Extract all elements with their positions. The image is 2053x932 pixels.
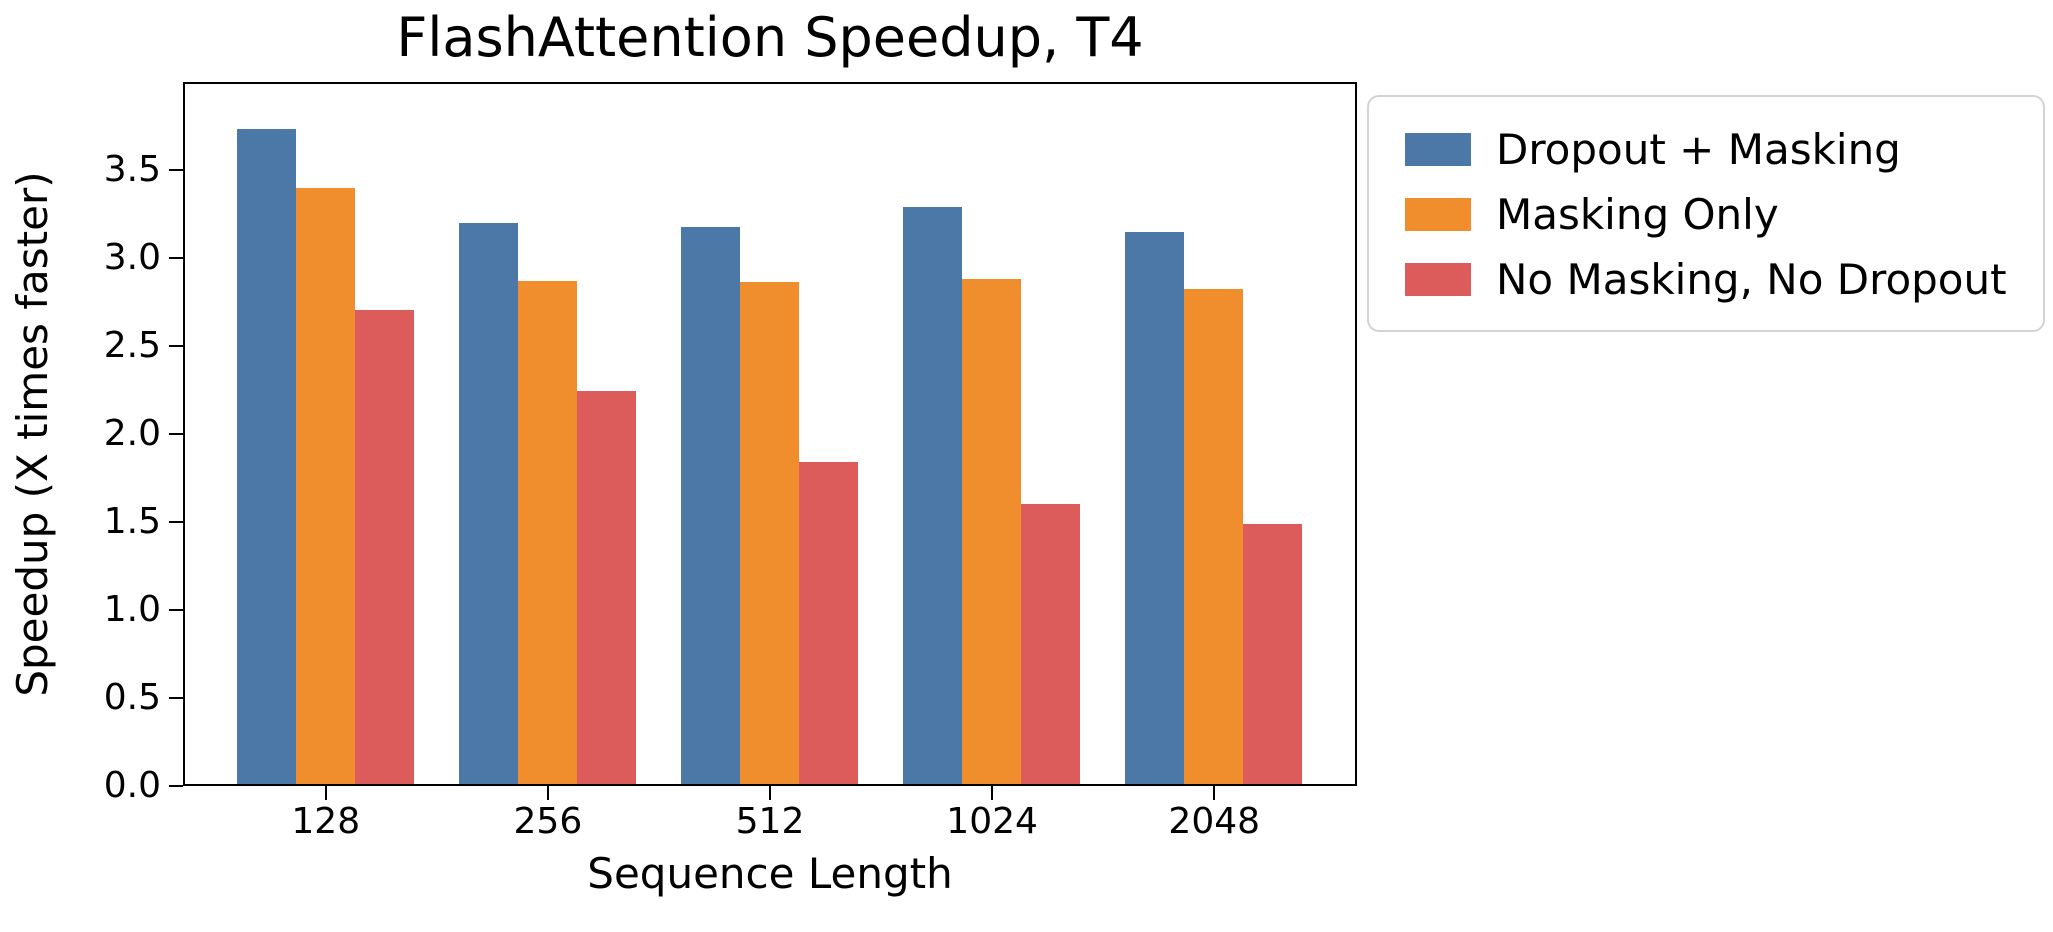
bar-dropout-masking-256	[458, 223, 518, 784]
y-tick-mark	[169, 256, 183, 260]
bar-no-masking-no-dropout-512	[799, 462, 858, 784]
legend-swatch-icon	[1405, 133, 1471, 166]
x-tick-mark	[1212, 786, 1216, 800]
legend-label: No Masking, No Dropout	[1496, 254, 2007, 304]
chart-title: FlashAttention Speedup, T4	[396, 6, 1144, 69]
legend-label: Dropout + Masking	[1496, 124, 1901, 174]
bar-no-masking-no-dropout-1024	[1021, 504, 1081, 784]
bar-masking-only-2048	[1184, 289, 1244, 784]
x-tick-mark	[324, 786, 327, 800]
x-tick-mark	[768, 786, 772, 800]
y-tick-label: 0.5	[103, 677, 161, 718]
x-tick-mark	[990, 786, 994, 800]
bar-no-masking-no-dropout-256	[576, 390, 636, 784]
y-tick-mark	[169, 520, 183, 524]
y-tick-label: 2.0	[103, 413, 161, 454]
bar-masking-only-512	[740, 282, 799, 784]
y-tick-mark	[169, 344, 183, 348]
legend-swatch-icon	[1405, 198, 1471, 231]
y-tick-mark	[169, 608, 183, 612]
legend-swatch-icon	[1405, 263, 1471, 296]
bar-no-masking-no-dropout-2048	[1243, 523, 1303, 784]
bar-dropout-masking-1024	[903, 207, 963, 784]
bar-dropout-masking-2048	[1125, 231, 1185, 784]
legend: Dropout + Masking Masking Only No Masking,…	[1367, 95, 2045, 332]
y-tick-label: 3.5	[103, 149, 161, 190]
legend-label: Masking Only	[1496, 189, 1779, 239]
y-tick-label: 0.0	[103, 765, 161, 806]
x-tick-label: 256	[513, 801, 583, 842]
y-tick-label: 2.5	[103, 325, 161, 366]
x-tick-label: 512	[735, 801, 805, 842]
x-tick-label: 1024	[946, 801, 1038, 842]
x-tick-label: 2048	[1168, 801, 1261, 842]
bar-masking-only-128	[295, 188, 355, 784]
legend-item-0: Dropout + Masking	[1405, 117, 2007, 182]
y-tick-mark	[169, 696, 183, 700]
x-axis-label: Sequence Length	[587, 849, 953, 898]
legend-item-1: Masking Only	[1405, 182, 2007, 247]
bar-masking-only-1024	[962, 278, 1022, 784]
y-tick-label: 3.0	[103, 237, 161, 278]
bar-masking-only-256	[517, 280, 577, 784]
y-tick-mark	[169, 784, 183, 788]
x-tick-label: 128	[291, 801, 361, 842]
x-tick-mark	[546, 786, 550, 800]
y-tick-mark	[169, 432, 183, 436]
plot-area	[183, 82, 1357, 786]
bar-dropout-masking-512	[681, 226, 740, 784]
bar-no-masking-no-dropout-128	[354, 310, 414, 784]
y-tick-label: 1.0	[103, 589, 161, 630]
y-tick-label: 1.5	[103, 501, 161, 542]
legend-item-2: No Masking, No Dropout	[1405, 247, 2007, 312]
y-tick-mark	[169, 168, 183, 172]
bar-dropout-masking-128	[236, 128, 296, 784]
